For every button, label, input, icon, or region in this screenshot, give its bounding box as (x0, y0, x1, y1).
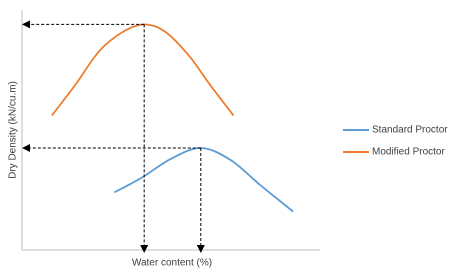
series-line (113, 147, 294, 213)
legend-label: Modified Proctor (372, 147, 445, 158)
legend-label: Standard Proctor (372, 125, 448, 136)
y-axis-label: Dry Density (kN/cu.m) (8, 81, 19, 179)
x-axis-label: Water content (%) (132, 258, 212, 269)
series-line (51, 23, 235, 117)
